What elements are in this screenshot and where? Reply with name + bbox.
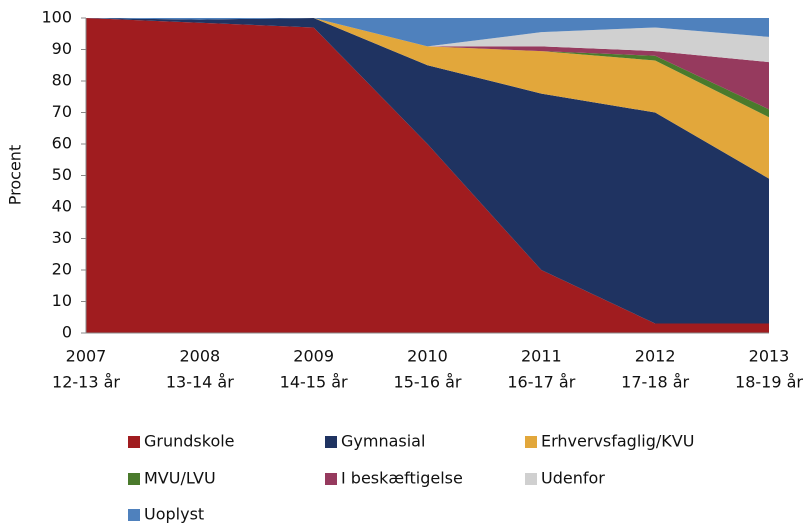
y-tick-label: 100 [41,8,72,27]
y-tick-label: 0 [62,323,72,342]
legend-swatch [525,473,537,485]
x-tick-label: 2011 [521,347,562,366]
y-tick-label: 10 [52,291,72,310]
legend-label: Erhvervsfaglig/KVU [541,432,694,451]
x-tick-label: 14-15 år [280,373,348,392]
x-tick-label: 2012 [635,347,676,366]
y-axis-label: Procent [6,145,25,205]
y-tick-label: 20 [52,260,72,279]
legend-label: I beskæftigelse [341,469,463,488]
x-tick-label: 18-19 år [735,373,803,392]
legend-label: Udenfor [541,469,605,488]
x-tick-label: 17-18 år [621,373,689,392]
x-tick-label: 12-13 år [52,373,120,392]
area [86,18,769,333]
y-tick-label: 50 [52,165,72,184]
y-tick-label: 30 [52,228,72,247]
legend-swatch [128,473,140,485]
x-tick-label: 15-16 år [394,373,462,392]
legend-swatch [128,509,140,521]
legend-label: MVU/LVU [144,469,216,488]
y-tick-label: 90 [52,39,72,58]
legend-swatch [525,436,537,448]
area [86,18,769,63]
legend-label: Grundskole [144,432,235,451]
legend-swatch [325,473,337,485]
legend-swatch [325,436,337,448]
y-tick-label: 80 [52,71,72,90]
x-tick-label: 2007 [66,347,107,366]
x-tick-label: 2008 [179,347,220,366]
x-tick-label: 2010 [407,347,448,366]
legend-label: Gymnasial [341,432,425,451]
y-tick-label: 40 [52,197,72,216]
y-tick-label: 70 [52,102,72,121]
x-tick-label: 16-17 år [507,373,575,392]
area [86,18,769,47]
x-tick-label: 2009 [293,347,334,366]
legend-label: Uoplyst [144,505,204,524]
x-tick-label: 13-14 år [166,373,234,392]
x-tick-label: 2013 [749,347,790,366]
y-tick-label: 60 [52,134,72,153]
area [86,18,769,179]
area [86,18,769,324]
legend-swatch [128,436,140,448]
